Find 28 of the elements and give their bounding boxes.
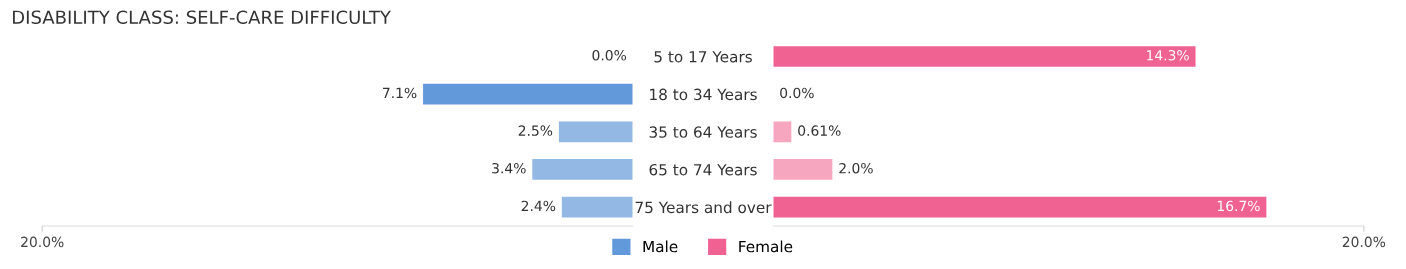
y-tick-label: 75 Years and over	[635, 201, 772, 214]
data-label: 16.7%	[1217, 200, 1260, 212]
data-label: 2.0%	[839, 162, 873, 174]
data-label: 0.0%	[592, 50, 627, 61]
x-tick-label: 20.0%	[21, 236, 64, 248]
legend-label: Female	[739, 240, 793, 253]
data-label: 14.3%	[1147, 50, 1189, 61]
bar	[561, 196, 633, 218]
chart-title: DISABILITY CLASS: SELF-CARE DIFFICULTY	[13, 10, 391, 25]
y-tick-label: 65 to 74 Years	[649, 163, 757, 176]
y-tick-label: 5 to 17 Years	[654, 51, 752, 63]
bar	[773, 159, 833, 180]
data-label: 3.4%	[492, 162, 526, 174]
y-tick-label: 18 to 34 Years	[650, 88, 757, 101]
data-label: 0.0%	[780, 87, 814, 99]
bar	[558, 121, 633, 143]
bar	[773, 46, 1196, 67]
data-label: 2.5%	[518, 125, 553, 136]
data-label: 2.4%	[521, 200, 556, 212]
data-label: 0.61%	[798, 125, 841, 136]
bar	[423, 83, 633, 105]
legend-label: Male	[643, 240, 678, 253]
bar	[773, 121, 792, 143]
data-label: 7.1%	[383, 87, 417, 99]
bar	[773, 196, 1267, 218]
x-tick-label: 20.0%	[1342, 236, 1386, 248]
bar	[532, 159, 633, 180]
y-tick-label: 35 to 64 Years	[649, 126, 757, 138]
